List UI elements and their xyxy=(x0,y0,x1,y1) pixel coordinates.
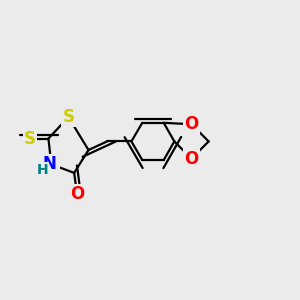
Text: H: H xyxy=(36,163,48,177)
Text: S: S xyxy=(62,108,74,126)
Text: S: S xyxy=(24,130,36,148)
Text: N: N xyxy=(43,155,57,173)
Text: O: O xyxy=(184,150,199,168)
Text: O: O xyxy=(184,115,199,133)
Text: O: O xyxy=(70,185,84,203)
Text: N: N xyxy=(44,155,58,173)
